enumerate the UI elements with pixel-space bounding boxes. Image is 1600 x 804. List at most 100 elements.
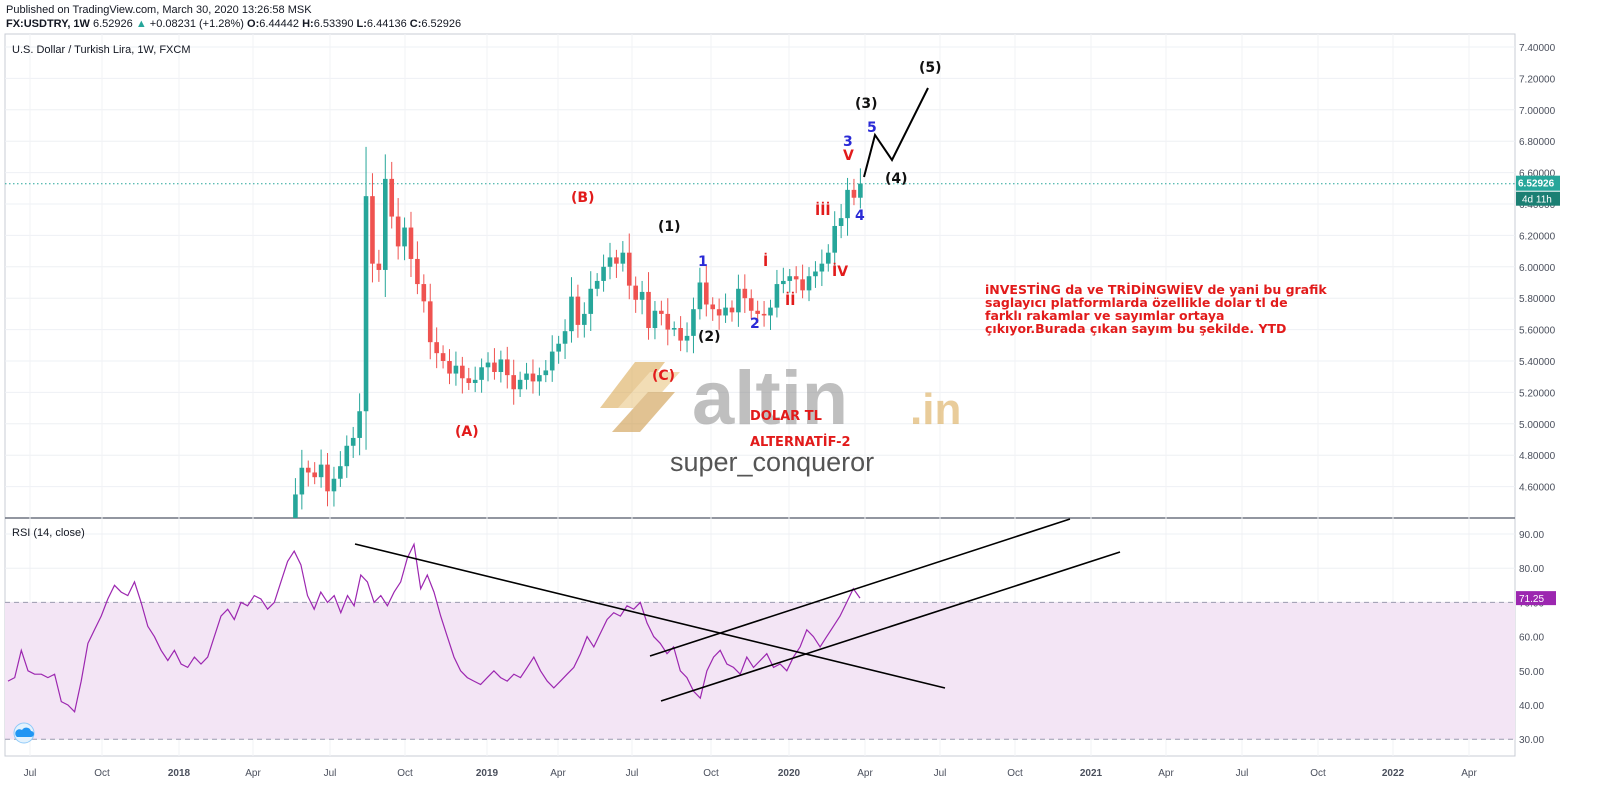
candle[interactable]: [421, 274, 427, 313]
candle[interactable]: [806, 267, 812, 302]
candle[interactable]: [665, 298, 671, 346]
candle[interactable]: [858, 168, 863, 209]
candle[interactable]: [710, 297, 716, 321]
candle[interactable]: [569, 277, 574, 343]
candle[interactable]: [549, 335, 555, 382]
candle[interactable]: [427, 283, 433, 360]
candle[interactable]: [639, 280, 645, 315]
candle[interactable]: [504, 346, 510, 389]
candle[interactable]: [466, 367, 472, 390]
candle[interactable]: [524, 362, 529, 390]
candle[interactable]: [453, 351, 459, 386]
rsi-channel-upper-line[interactable]: [649, 518, 1071, 657]
candle[interactable]: [652, 301, 658, 340]
candle[interactable]: [691, 297, 696, 354]
candle[interactable]: [742, 274, 748, 313]
candle[interactable]: [633, 276, 638, 313]
candle[interactable]: [492, 348, 497, 380]
candle[interactable]: [395, 198, 401, 260]
candle[interactable]: [793, 266, 799, 294]
candle[interactable]: [761, 301, 767, 327]
candle[interactable]: [748, 289, 754, 319]
candle[interactable]: [813, 261, 818, 288]
candle[interactable]: [363, 146, 369, 450]
candle[interactable]: [305, 460, 311, 487]
price-axis[interactable]: 7.400007.200007.000006.800006.600006.400…: [1519, 43, 1556, 494]
candle[interactable]: [383, 154, 388, 297]
candle[interactable]: [530, 359, 536, 394]
candle[interactable]: [588, 271, 594, 332]
candle[interactable]: [626, 233, 632, 300]
cloud-icon[interactable]: [13, 722, 35, 744]
candle[interactable]: [845, 177, 850, 236]
candle[interactable]: [485, 352, 491, 382]
candle[interactable]: [517, 371, 523, 397]
candle[interactable]: [325, 453, 330, 507]
candle[interactable]: [787, 268, 793, 293]
candle[interactable]: [768, 299, 773, 330]
candle[interactable]: [287, 519, 292, 557]
candle[interactable]: [838, 204, 844, 239]
candle[interactable]: [832, 211, 837, 266]
candle[interactable]: [447, 349, 452, 385]
wave-projection-path[interactable]: [863, 87, 929, 178]
candle[interactable]: [736, 274, 741, 327]
candle[interactable]: [472, 366, 478, 393]
candle[interactable]: [293, 478, 298, 543]
candle[interactable]: [678, 316, 683, 352]
candle[interactable]: [370, 173, 375, 283]
candle[interactable]: [671, 321, 677, 337]
candle[interactable]: [774, 269, 780, 318]
candle[interactable]: [659, 300, 664, 326]
candle[interactable]: [723, 293, 728, 323]
rsi-line[interactable]: [7, 542, 861, 714]
candle[interactable]: [389, 161, 395, 229]
candle[interactable]: [460, 356, 465, 394]
candle[interactable]: [440, 345, 446, 369]
candle[interactable]: [601, 254, 606, 292]
time-axis[interactable]: Jul Oct 2018 Apr Jul Oct 2019 Apr Jul Oct 2020 Apr J…: [24, 768, 1478, 779]
candle[interactable]: [697, 267, 703, 320]
candle[interactable]: [498, 350, 504, 383]
candle[interactable]: [402, 217, 407, 261]
rsi-downtrend-line[interactable]: [354, 543, 946, 689]
candle[interactable]: [684, 322, 690, 353]
candle[interactable]: [338, 451, 343, 487]
candle[interactable]: [781, 267, 786, 294]
candle[interactable]: [537, 367, 542, 396]
candle[interactable]: [556, 335, 561, 364]
candle[interactable]: [755, 300, 760, 324]
candle[interactable]: [318, 449, 324, 488]
rsi-channel-lower-line[interactable]: [660, 551, 1121, 702]
candle[interactable]: [408, 211, 414, 278]
candle[interactable]: [434, 327, 439, 369]
candle[interactable]: [376, 249, 382, 282]
candle[interactable]: [825, 244, 831, 272]
candle[interactable]: [582, 302, 587, 338]
candle[interactable]: [543, 360, 549, 383]
candle[interactable]: [704, 265, 709, 317]
candle[interactable]: [819, 249, 825, 287]
candle[interactable]: [357, 393, 362, 456]
candle[interactable]: [562, 319, 568, 359]
candle[interactable]: [851, 178, 857, 206]
candle[interactable]: [646, 272, 651, 340]
candle[interactable]: [620, 241, 626, 272]
candle[interactable]: [331, 466, 337, 507]
candle[interactable]: [415, 241, 420, 295]
candle[interactable]: [729, 300, 735, 322]
candle[interactable]: [479, 358, 484, 393]
candle[interactable]: [299, 449, 305, 510]
candle[interactable]: [575, 284, 581, 338]
candle[interactable]: [800, 264, 805, 299]
candle[interactable]: [350, 426, 356, 458]
candle[interactable]: [511, 359, 516, 405]
candle[interactable]: [344, 435, 350, 478]
rsi-trendlines[interactable]: [354, 518, 1121, 702]
candle[interactable]: [594, 273, 600, 297]
candle[interactable]: [312, 462, 317, 485]
candle[interactable]: [614, 249, 619, 278]
candlestick-series[interactable]: [287, 146, 863, 557]
